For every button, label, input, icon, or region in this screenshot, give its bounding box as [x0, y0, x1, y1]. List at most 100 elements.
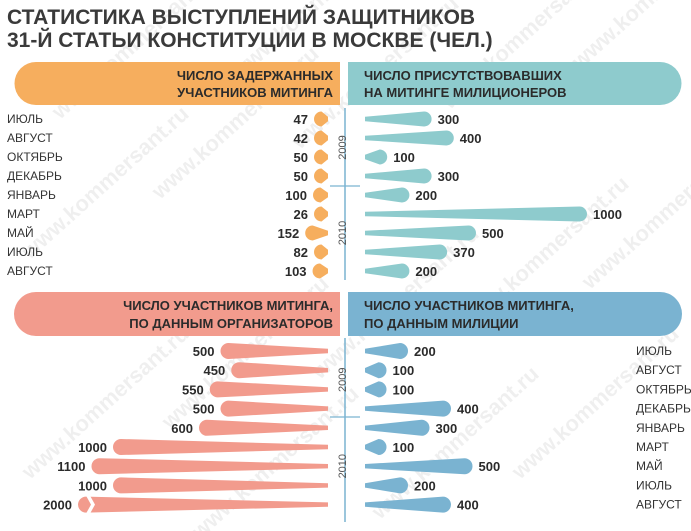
month-label-top: АВГУСТ [7, 264, 53, 278]
bar-police-count [365, 419, 430, 436]
bar-organizers [113, 439, 328, 455]
value-label-police-present: 500 [482, 226, 504, 241]
bar-organizers [78, 496, 328, 513]
plot-layer: ЧИСЛО ЗАДЕРЖАННЫХ УЧАСТНИКОВ МИТИНГА ЧИСЛО… [7, 62, 691, 522]
value-label-police-present: 400 [460, 131, 482, 146]
header-police-present-line-1: ЧИСЛО ПРИСУТСТВОВАВШИХ [364, 68, 562, 83]
bar-detained [305, 225, 328, 241]
value-label-police-count: 400 [457, 498, 479, 513]
value-label-detained: 42 [294, 131, 308, 146]
bar-organizers [220, 400, 328, 417]
bar-detained [314, 130, 328, 146]
value-label-organizers: 1100 [57, 459, 85, 474]
chart-title-line-1: СТАТИСТИКА ВЫСТУПЛЕНИЙ ЗАЩИТНИКОВ [7, 5, 475, 29]
header-police-present-line-2: НА МИТИНГЕ МИЛИЦИОНЕРОВ [364, 85, 567, 100]
bar-police-count [365, 343, 408, 359]
value-label-organizers: 550 [182, 382, 204, 397]
bar-police-present [365, 206, 587, 222]
month-label-top: МАЙ [7, 225, 34, 240]
value-label-police-count: 500 [479, 459, 501, 474]
bar-detained [314, 149, 328, 165]
header-band-detained [14, 62, 340, 105]
bar-organizers-scale-break [86, 495, 95, 514]
bar-police-present [365, 111, 432, 127]
bar-police-count [365, 458, 473, 475]
month-label-bottom: ИЮЛЬ [636, 478, 672, 492]
value-label-detained: 50 [294, 169, 308, 184]
header-band-police-present [348, 62, 682, 105]
value-label-detained: 26 [294, 207, 308, 222]
bar-organizers [113, 477, 328, 494]
month-label-top: ИЮЛЬ [7, 245, 43, 259]
bar-police-count [365, 362, 387, 379]
header-police-count-line-1: ЧИСЛО УЧАСТНИКОВ МИТИНГА, [364, 298, 574, 313]
month-label-top: АВГУСТ [7, 131, 53, 145]
month-label-bottom: ДЕКАБРЬ [636, 402, 691, 416]
value-label-police-count: 100 [393, 382, 415, 397]
month-label-bottom: ЯНВАРЬ [636, 421, 685, 435]
month-label-top: ДЕКАБРЬ [7, 169, 62, 183]
value-label-organizers: 500 [193, 402, 215, 417]
bar-detained [314, 111, 328, 127]
value-label-detained: 47 [294, 112, 308, 127]
year-label-2009: 2009 [337, 368, 349, 392]
value-label-police-present: 200 [415, 264, 437, 279]
value-label-organizers: 600 [171, 421, 193, 436]
month-label-bottom: МАЙ [636, 458, 663, 473]
year-label-2009: 2009 [337, 135, 349, 159]
value-label-police-present: 1000 [593, 207, 622, 222]
value-label-organizers: 450 [204, 363, 226, 378]
value-label-police-count: 200 [414, 344, 436, 359]
value-label-police-present: 300 [438, 169, 460, 184]
month-label-bottom: АВГУСТ [636, 498, 682, 512]
month-label-bottom: ОКТЯБРЬ [636, 382, 691, 396]
bar-detained [314, 244, 328, 260]
bar-police-present [365, 187, 410, 203]
month-label-bottom: МАРТ [636, 440, 669, 454]
bar-detained [314, 168, 328, 184]
month-label-top: ИЮЛЬ [7, 112, 43, 126]
header-detained-line-1: ЧИСЛО ЗАДЕРЖАННЫХ [177, 68, 333, 83]
bar-organizers [199, 419, 328, 436]
value-label-police-present: 370 [453, 245, 475, 260]
month-label-bottom: АВГУСТ [636, 363, 682, 377]
bar-detained [313, 187, 328, 203]
value-label-organizers: 1000 [78, 440, 107, 455]
value-label-police-count: 100 [393, 440, 415, 455]
value-label-organizers: 500 [193, 344, 215, 359]
bar-organizers [91, 458, 328, 475]
bar-police-count [365, 496, 451, 513]
header-police-count-line-2: ПО ДАННЫМ МИЛИЦИИ [364, 316, 518, 331]
year-label-2010: 2010 [337, 454, 349, 478]
month-label-top: МАРТ [7, 207, 40, 221]
chart-title-line-2: 31-Й СТАТЬИ КОНСТИТУЦИИ В МОСКВЕ (ЧЕЛ.) [7, 28, 493, 52]
value-label-police-count: 200 [414, 478, 436, 493]
value-label-detained: 100 [285, 188, 307, 203]
year-label-2010: 2010 [337, 221, 349, 245]
month-label-bottom: ИЮЛЬ [636, 344, 672, 358]
value-label-detained: 152 [277, 226, 299, 241]
value-label-organizers: 2000 [43, 498, 72, 513]
bar-police-count [365, 381, 387, 398]
header-organizers-line-1: ЧИСЛО УЧАСТНИКОВ МИТИНГА, [123, 298, 333, 313]
value-label-police-count: 100 [393, 363, 415, 378]
header-band-organizers [14, 292, 340, 336]
month-label-top: ЯНВАРЬ [7, 188, 56, 202]
header-organizers-line-2: ПО ДАННЫМ ОРГАНИЗАТОРОВ [129, 316, 333, 331]
bar-organizers [209, 381, 328, 398]
bar-police-present [365, 149, 388, 165]
bar-police-present [365, 225, 477, 241]
bar-police-count [365, 439, 387, 455]
bar-police-count [365, 477, 408, 494]
bar-police-present [365, 244, 448, 260]
value-label-police-present: 100 [393, 150, 415, 165]
bar-police-present [365, 168, 432, 184]
value-label-police-count: 400 [457, 402, 479, 417]
value-label-organizers: 1000 [78, 478, 107, 493]
bar-organizers [231, 362, 328, 379]
value-label-detained: 103 [285, 264, 307, 279]
value-label-detained: 82 [294, 245, 308, 260]
bar-police-present [365, 130, 454, 146]
